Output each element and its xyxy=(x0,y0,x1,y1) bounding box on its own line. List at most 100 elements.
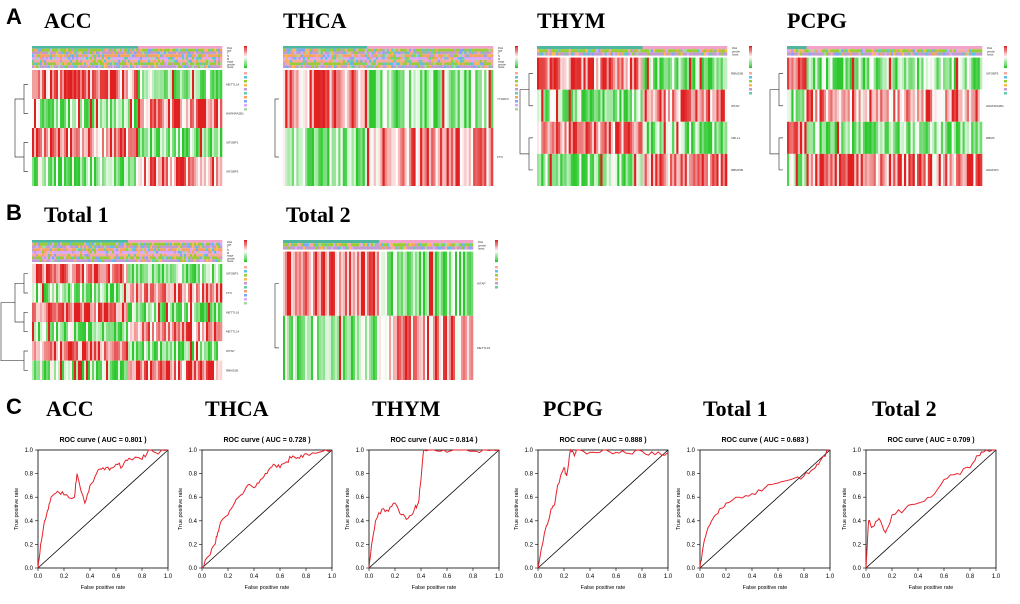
x-tick-label: 0.4 xyxy=(417,574,426,580)
section-label-c: C xyxy=(6,394,22,419)
annotation-label: Risk xyxy=(478,240,484,244)
y-axis-label: True positive rate xyxy=(345,488,351,530)
diagonal-reference xyxy=(368,449,500,569)
gene-label: METTL14 xyxy=(226,330,240,334)
dendrogram-branch xyxy=(528,137,533,171)
gene-label: FTO xyxy=(226,291,233,295)
y-tick-label: 0.6 xyxy=(687,495,696,501)
roc-panel-total1: ROC curve ( AUC = 0.683 ) 0.00.0 0.2 0.2 0.4… xyxy=(676,437,835,591)
y-tick-label: 1.0 xyxy=(687,448,696,454)
annotation-label: Risk xyxy=(227,240,233,244)
y-tick-label: 1.0 xyxy=(25,448,34,454)
roc-title-acc: ACC xyxy=(46,396,94,421)
annotation-label: age xyxy=(227,244,232,247)
annotation-label: T xyxy=(498,51,500,55)
y-tick-label: 1.0 xyxy=(189,448,198,454)
y-tick-label: 0.8 xyxy=(525,472,534,478)
dendrogram-branch xyxy=(778,73,783,107)
y-tick-label: 0.0 xyxy=(525,566,534,572)
gene-label: METTL16 xyxy=(477,346,491,350)
gene-label: RBM15B xyxy=(731,168,743,172)
annotation-label: T xyxy=(227,245,229,249)
plot-frame xyxy=(699,449,831,569)
x-tick-label: 0.2 xyxy=(224,574,233,580)
roc-title-thym: THYM xyxy=(372,396,441,421)
diagonal-reference xyxy=(201,449,333,569)
dendrogram-branch xyxy=(23,84,28,114)
dendrogram-branch xyxy=(23,273,28,294)
roc-panel-thym: ROC curve ( AUC = 0.814 ) 0.00.0 0.2 0.2 0.4… xyxy=(345,437,504,591)
x-tick-label: 0.4 xyxy=(914,574,923,580)
heatmap-title-thym: THYM xyxy=(537,8,606,33)
y-tick-label: 1.0 xyxy=(356,448,365,454)
x-tick-label: 0.6 xyxy=(443,574,452,580)
x-tick-label: 0.8 xyxy=(138,574,147,580)
x-axis-label: False positive rate xyxy=(909,585,954,591)
x-tick-label: 0.4 xyxy=(586,574,595,580)
x-tick-label: 1.0 xyxy=(664,574,673,580)
gene-label: WTAP xyxy=(477,282,485,286)
annotation-label: fustat xyxy=(498,65,505,69)
annotation-label: gender xyxy=(227,256,235,260)
diagonal-reference xyxy=(699,449,831,569)
annotation-label: fustat xyxy=(732,53,739,57)
annotation-label: age xyxy=(227,50,232,53)
dendrogram-branch xyxy=(23,350,28,371)
roc-panel-thca: ROC curve ( AUC = 0.728 ) 0.00.0 0.2 0.2 0.4… xyxy=(178,437,337,591)
annotation-label: gender xyxy=(987,49,995,53)
annotation-label: fustat xyxy=(227,65,234,69)
annotation-label: stage xyxy=(227,254,234,258)
roc-title-total1: Total 1 xyxy=(703,396,768,421)
gene-label: IGF2BP1 xyxy=(226,272,239,276)
dendrogram-branch xyxy=(14,282,24,323)
x-tick-label: 0.0 xyxy=(365,574,374,580)
gene-label: HNRNPC xyxy=(986,168,1000,172)
x-tick-label: 1.0 xyxy=(826,574,835,580)
gene-label: METTL16 xyxy=(226,310,240,314)
annotation-label: stage xyxy=(227,60,234,64)
annotation-label: T xyxy=(227,51,229,55)
x-tick-label: 0.0 xyxy=(534,574,543,580)
annotation-label: M xyxy=(498,57,500,61)
roc-title: ROC curve ( AUC = 0.709 ) xyxy=(887,437,974,444)
roc-curve xyxy=(201,449,333,569)
y-tick-label: 0.4 xyxy=(687,519,696,525)
y-axis-label: True positive rate xyxy=(14,488,20,530)
y-tick-label: 0.2 xyxy=(853,542,862,548)
x-tick-label: 0.0 xyxy=(198,574,207,580)
y-tick-label: 0.8 xyxy=(853,472,862,478)
y-tick-label: 0.4 xyxy=(25,519,34,525)
x-tick-label: 0.8 xyxy=(966,574,975,580)
y-axis-label: True positive rate xyxy=(514,488,520,530)
y-tick-label: 0.6 xyxy=(356,495,365,501)
dendrogram-branch xyxy=(23,311,28,333)
gene-label: RBM15B xyxy=(731,72,743,76)
x-tick-label: 0.0 xyxy=(862,574,871,580)
gene-label: CBLL1 xyxy=(731,136,741,140)
roc-title-pcpg: PCPG xyxy=(543,396,603,421)
dendrogram-branch xyxy=(0,302,24,362)
x-tick-label: 0.2 xyxy=(391,574,400,580)
x-tick-label: 0.8 xyxy=(469,574,478,580)
annotation-label: Risk xyxy=(227,46,233,50)
dendrogram-branch xyxy=(274,98,279,158)
y-tick-label: 0.0 xyxy=(356,566,365,572)
y-tick-label: 0.2 xyxy=(356,542,365,548)
y-tick-label: 0.8 xyxy=(189,472,198,478)
roc-curve xyxy=(368,449,500,569)
dendrogram-branch xyxy=(778,137,783,171)
roc-curve xyxy=(37,449,169,569)
annotation-label: Risk xyxy=(987,46,993,50)
y-axis-label: True positive rate xyxy=(842,488,848,530)
gene-label: FTO xyxy=(497,155,504,159)
y-tick-label: 0.2 xyxy=(189,542,198,548)
plot-frame xyxy=(201,449,333,569)
diagonal-reference xyxy=(865,449,997,569)
roc-title: ROC curve ( AUC = 0.728 ) xyxy=(223,437,310,444)
roc-panel-total2: ROC curve ( AUC = 0.709 ) 0.00.0 0.2 0.2 0.4… xyxy=(842,437,1001,591)
annotation-label: N xyxy=(498,54,500,58)
y-axis-label: True positive rate xyxy=(178,488,184,530)
